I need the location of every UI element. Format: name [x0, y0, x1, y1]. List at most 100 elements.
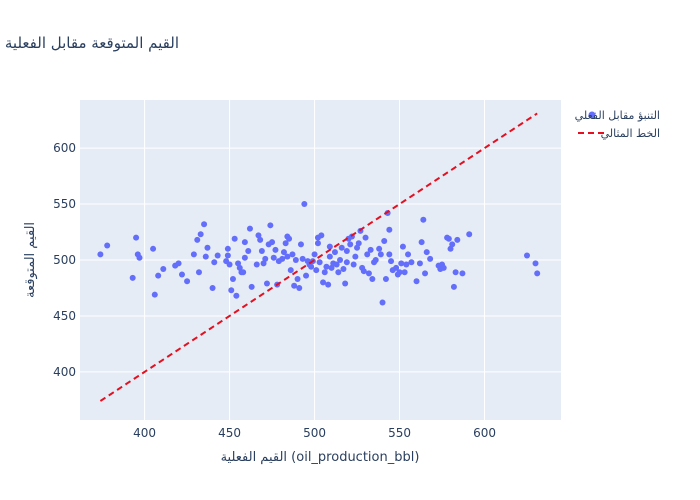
data-point — [386, 251, 393, 258]
data-point — [297, 241, 304, 248]
data-point — [427, 255, 434, 262]
data-point — [382, 276, 389, 283]
data-point — [416, 260, 423, 267]
data-point — [204, 244, 211, 251]
data-point — [269, 239, 276, 246]
legend-item-ideal[interactable]: الخط المثالي — [578, 127, 660, 140]
data-point — [450, 283, 457, 290]
data-point — [316, 259, 323, 266]
data-point — [347, 241, 354, 248]
data-point — [423, 249, 430, 256]
data-point — [362, 234, 369, 241]
ideal-line-layer — [99, 112, 538, 402]
scatter-points — [97, 201, 541, 306]
data-point — [386, 226, 393, 233]
data-point — [376, 245, 383, 252]
data-point — [280, 249, 287, 256]
data-point — [97, 251, 104, 258]
data-point — [129, 274, 136, 281]
data-point — [396, 269, 403, 276]
data-point — [379, 299, 386, 306]
data-point — [257, 236, 264, 243]
data-point — [534, 270, 541, 277]
data-point — [296, 284, 303, 291]
data-point — [224, 245, 231, 252]
data-point — [532, 260, 539, 267]
data-point — [331, 249, 338, 256]
data-point — [388, 258, 395, 265]
x-axis-title: القيم الفعلية (oil_production_bbl) — [221, 450, 420, 465]
data-point — [175, 260, 182, 267]
data-point — [466, 231, 473, 238]
data-point — [335, 269, 342, 276]
data-point — [248, 283, 255, 290]
data-point — [284, 253, 291, 260]
x-tick-label: 500 — [303, 426, 326, 440]
data-point — [445, 235, 452, 242]
data-point — [408, 259, 415, 266]
data-point — [377, 251, 384, 258]
data-point — [133, 234, 140, 241]
data-point — [452, 269, 459, 276]
data-point — [190, 251, 197, 258]
data-point — [197, 231, 204, 238]
data-point — [454, 236, 461, 243]
data-point — [393, 264, 400, 271]
data-point — [211, 259, 218, 266]
tick-labels: 400 450 500 550 600 400 450 500 550 600 — [53, 141, 496, 440]
data-point — [326, 243, 333, 250]
data-point — [194, 236, 201, 243]
data-point — [405, 251, 412, 258]
data-point — [151, 291, 158, 298]
data-point — [308, 263, 315, 270]
data-point — [228, 287, 235, 294]
data-point — [422, 270, 429, 277]
data-point — [299, 255, 306, 262]
data-point — [267, 222, 274, 229]
data-point — [340, 265, 347, 272]
data-point — [287, 267, 294, 274]
data-point — [338, 244, 345, 251]
data-point — [320, 279, 327, 286]
data-point — [337, 257, 344, 263]
data-point — [231, 235, 238, 242]
data-point — [399, 243, 406, 250]
data-point — [313, 267, 320, 274]
data-point — [258, 248, 265, 255]
legend-label-ideal: الخط المثالي — [601, 127, 660, 140]
data-point — [155, 272, 162, 279]
data-point — [104, 242, 111, 249]
data-point — [160, 265, 167, 272]
data-point — [364, 251, 371, 258]
data-point — [372, 257, 379, 263]
data-point — [403, 261, 410, 268]
legend[interactable]: التنبؤ مقابل الفعلي الخط المثالي — [575, 109, 660, 140]
x-tick-label: 600 — [473, 426, 496, 440]
data-point — [440, 264, 447, 271]
data-point — [195, 269, 202, 276]
legend-item-predictions[interactable]: التنبؤ مقابل الفعلي — [575, 109, 660, 122]
data-point — [246, 225, 253, 232]
x-tick-label: 450 — [218, 426, 241, 440]
data-point — [209, 284, 216, 291]
data-point — [413, 278, 420, 285]
data-point — [224, 252, 231, 259]
legend-marker-predictions — [588, 111, 596, 119]
data-point — [418, 239, 425, 246]
y-tick-label: 550 — [53, 197, 76, 211]
y-tick-label: 600 — [53, 141, 76, 155]
data-point — [291, 282, 298, 289]
data-point — [369, 276, 376, 283]
x-tick-label: 550 — [388, 426, 411, 440]
data-point — [292, 257, 299, 263]
data-point — [381, 237, 388, 244]
data-point — [301, 201, 308, 208]
data-point — [333, 261, 340, 268]
x-tick-label: 400 — [133, 426, 156, 440]
data-point — [343, 259, 350, 266]
data-point — [226, 261, 233, 268]
data-point — [398, 260, 405, 267]
data-point — [449, 241, 456, 248]
data-point — [270, 254, 277, 261]
